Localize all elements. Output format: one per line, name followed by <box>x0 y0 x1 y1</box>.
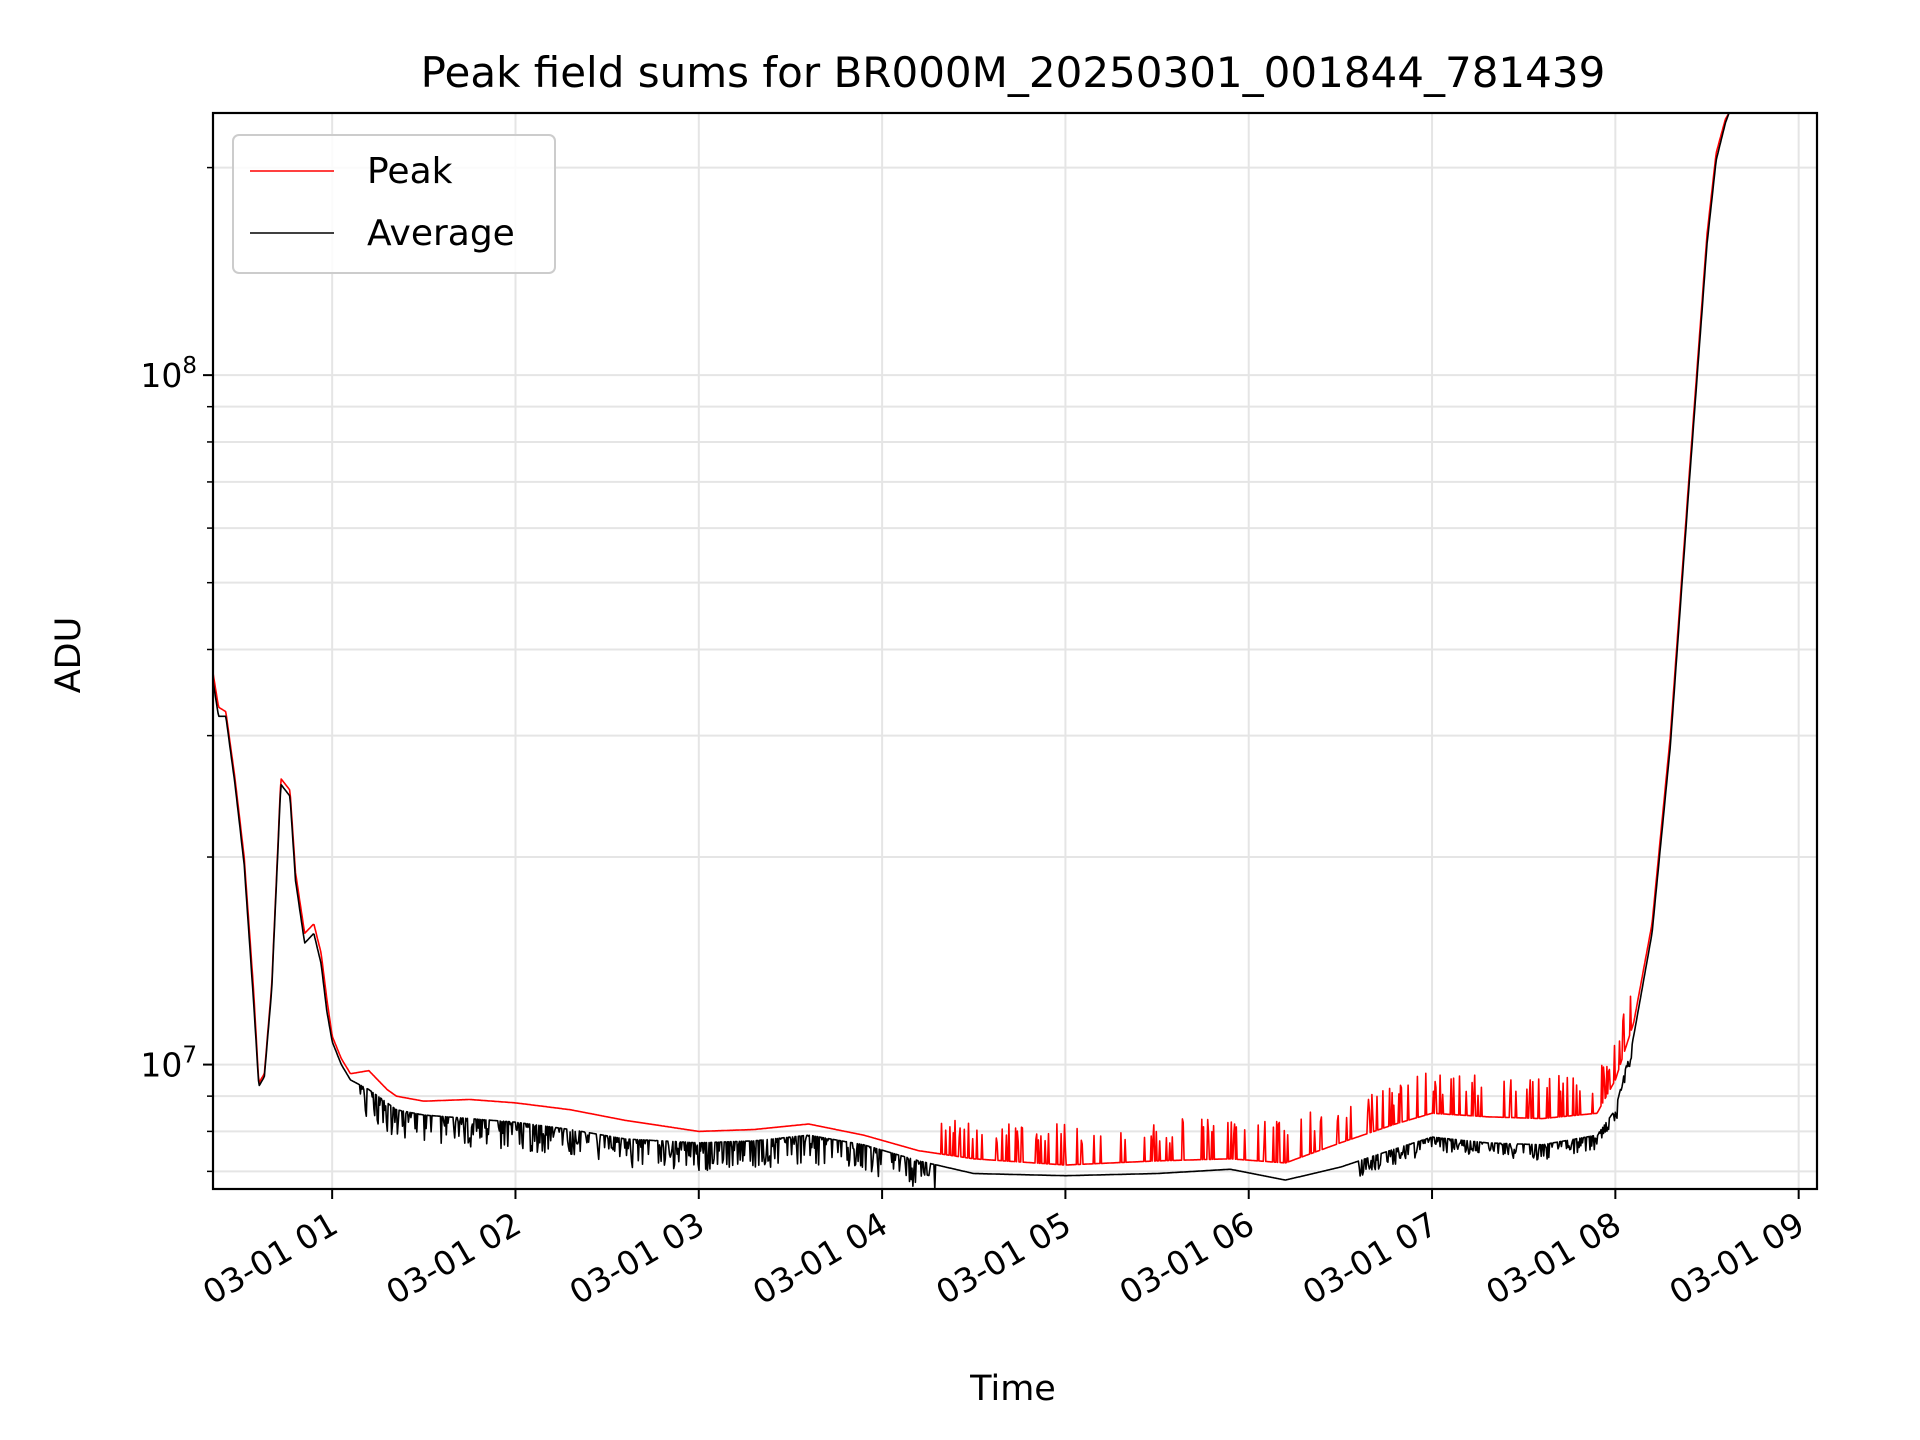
legend-box <box>232 134 556 274</box>
series-line-average <box>213 113 1730 1189</box>
plot-frame <box>211 111 1819 1191</box>
y-axis-label: ADU <box>49 617 89 694</box>
y-tick-label: 108 <box>140 353 197 395</box>
legend-label-average: Average <box>367 213 515 254</box>
series-line-peak <box>213 113 1730 1166</box>
legend: Peak Average <box>232 134 556 274</box>
y-ticks: 107 108 <box>140 166 213 1173</box>
chart-title: Peak field sums for BR000M_20250301_0018… <box>421 48 1606 97</box>
y-tick-label: 107 <box>140 1043 197 1085</box>
legend-label-peak: Peak <box>367 151 453 192</box>
series-layer <box>213 113 1730 1189</box>
x-axis-label: Time <box>969 1369 1056 1409</box>
